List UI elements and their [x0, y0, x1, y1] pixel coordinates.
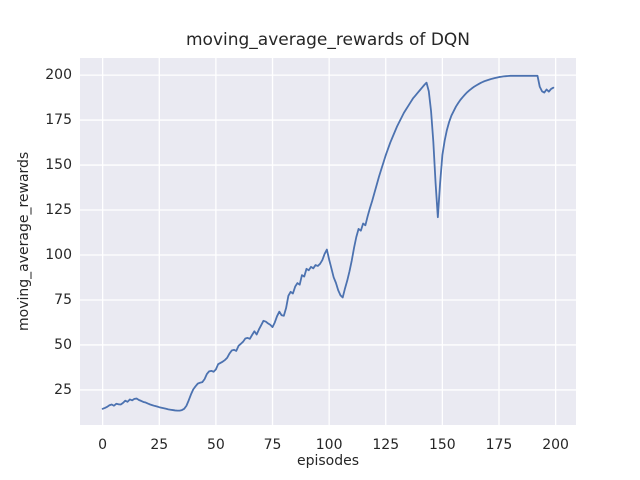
y-tick-label: 50 — [54, 336, 72, 353]
x-tick-label: 150 — [428, 437, 456, 453]
line-chart — [80, 58, 576, 425]
y-tick-label: 75 — [54, 291, 72, 308]
y-tick-label: 200 — [45, 67, 72, 84]
x-axis-label: episodes — [296, 453, 360, 469]
y-tick-label: 150 — [45, 157, 72, 174]
series-line-moving_average_rewards — [101, 74, 555, 412]
chart-title: moving_average_rewards of DQN — [185, 30, 471, 50]
x-tick-label: 50 — [206, 437, 225, 453]
x-tick-label: 0 — [98, 437, 108, 453]
x-tick-label: 75 — [263, 437, 282, 453]
x-tick-label: 25 — [150, 437, 169, 453]
y-tick-label: 25 — [54, 381, 72, 398]
x-tick-label: 125 — [372, 437, 400, 453]
x-tick-label: 200 — [542, 437, 569, 453]
x-tick-label: 100 — [315, 437, 343, 453]
y-tick-label: 175 — [45, 112, 72, 129]
x-tick-label: 175 — [485, 437, 513, 453]
y-tick-label: 100 — [45, 246, 72, 263]
y-tick-label: 125 — [45, 202, 72, 219]
plot-area — [80, 58, 576, 425]
